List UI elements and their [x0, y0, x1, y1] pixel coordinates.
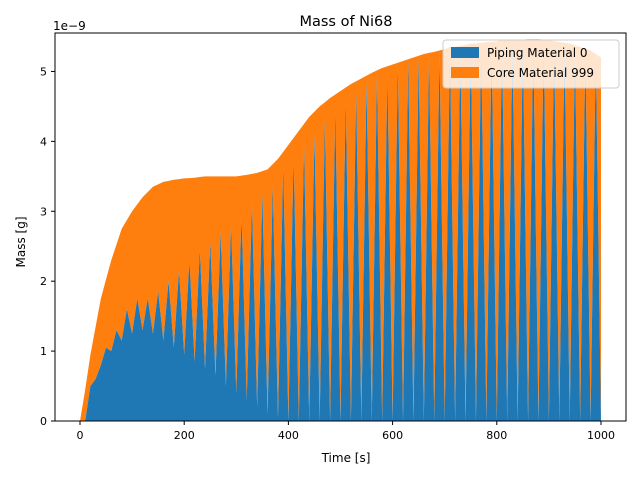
- y-axis-offset-text: 1e−9: [53, 19, 86, 33]
- y-tick-label: 1: [40, 345, 47, 358]
- y-tick-label: 3: [40, 205, 47, 218]
- x-tick-label: 400: [278, 429, 299, 442]
- series-area-piping-material-0: [80, 39, 601, 421]
- x-axis-label: Time [s]: [321, 451, 371, 465]
- x-tick-label: 0: [77, 429, 84, 442]
- x-tick-label: 800: [486, 429, 507, 442]
- x-tick-label: 600: [382, 429, 403, 442]
- legend-box: [442, 39, 620, 89]
- series-area-core-material-999: [80, 39, 601, 421]
- x-tick-label: 1000: [587, 429, 615, 442]
- legend-label: Piping Material 0: [487, 46, 588, 60]
- y-tick-label: 0: [40, 415, 47, 428]
- legend-swatch: [451, 67, 479, 78]
- axes: 0 200 400 600 800 1000 0 1 2 3 4 5: [40, 32, 627, 442]
- legend: Piping Material 0 Core Material 999: [442, 39, 620, 89]
- axes-frame: [54, 32, 627, 422]
- plot-area: [80, 39, 601, 421]
- y-axis-label: Mass [g]: [14, 216, 28, 267]
- y-tick-label: 5: [40, 65, 47, 78]
- y-tick-label: 2: [40, 275, 47, 288]
- y-tick-label: 4: [40, 135, 47, 148]
- x-tick-label: 200: [174, 429, 195, 442]
- legend-label: Core Material 999: [487, 66, 594, 80]
- chart-title: Mass of Ni68: [299, 14, 392, 30]
- legend-swatch: [451, 47, 479, 58]
